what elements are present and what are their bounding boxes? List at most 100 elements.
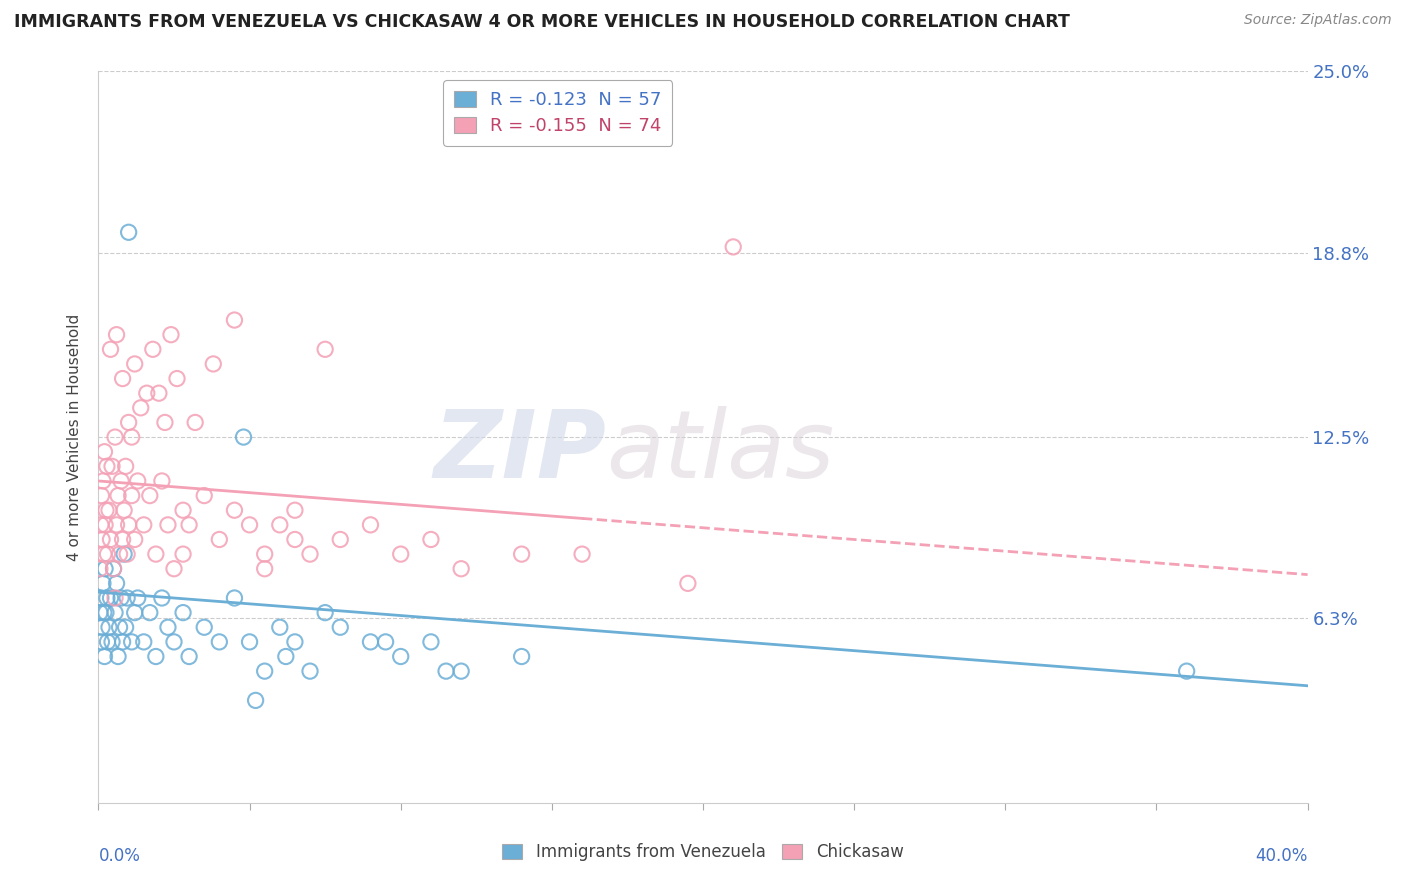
Point: [139, 489, 162, 503]
Point: [118, 416, 141, 430]
Point: [232, 430, 254, 444]
Point: [132, 517, 155, 532]
Point: [571, 547, 593, 561]
Point: [90, 489, 112, 503]
Point: [253, 664, 276, 678]
Point: [101, 459, 124, 474]
Point: [139, 606, 162, 620]
Point: [114, 459, 136, 474]
Point: [314, 606, 336, 620]
Point: [148, 386, 170, 401]
Point: [124, 606, 146, 620]
Point: [100, 533, 122, 547]
Point: [360, 517, 382, 532]
Point: [115, 547, 138, 561]
Point: [420, 635, 443, 649]
Point: [172, 606, 194, 620]
Point: [94, 517, 117, 532]
Point: [98, 620, 121, 634]
Point: [389, 649, 412, 664]
Point: [96, 635, 118, 649]
Text: ZIP: ZIP: [433, 406, 606, 498]
Point: [224, 503, 246, 517]
Point: [676, 576, 699, 591]
Point: [166, 371, 188, 385]
Point: [434, 664, 457, 678]
Point: [127, 591, 149, 605]
Point: [94, 606, 117, 620]
Point: [96, 591, 118, 605]
Point: [108, 620, 131, 634]
Point: [91, 620, 114, 634]
Point: [239, 635, 262, 649]
Point: [93, 649, 115, 664]
Point: [224, 591, 246, 605]
Text: Source: ZipAtlas.com: Source: ZipAtlas.com: [1244, 13, 1392, 28]
Point: [93, 444, 115, 458]
Point: [96, 459, 118, 474]
Point: [132, 635, 155, 649]
Point: [91, 576, 114, 591]
Point: [208, 533, 231, 547]
Point: [153, 416, 176, 430]
Point: [193, 489, 215, 503]
Text: atlas: atlas: [606, 406, 835, 497]
Point: [163, 562, 186, 576]
Point: [193, 620, 215, 634]
Point: [129, 401, 152, 415]
Point: [510, 547, 533, 561]
Point: [269, 620, 291, 634]
Point: [105, 576, 128, 591]
Point: [253, 562, 276, 576]
Point: [121, 430, 143, 444]
Point: [110, 474, 132, 488]
Point: [96, 547, 118, 561]
Legend: Immigrants from Venezuela, Chickasaw: Immigrants from Venezuela, Chickasaw: [496, 837, 910, 868]
Point: [1175, 664, 1198, 678]
Point: [284, 533, 307, 547]
Point: [184, 416, 207, 430]
Point: [274, 649, 297, 664]
Point: [179, 649, 201, 664]
Point: [284, 503, 307, 517]
Point: [114, 620, 136, 634]
Point: [93, 606, 115, 620]
Point: [112, 547, 135, 561]
Point: [118, 225, 141, 239]
Point: [121, 489, 143, 503]
Point: [284, 635, 307, 649]
Point: [124, 357, 146, 371]
Point: [104, 606, 127, 620]
Point: [239, 517, 262, 532]
Point: [208, 635, 231, 649]
Point: [172, 547, 194, 561]
Point: [90, 517, 112, 532]
Point: [179, 517, 201, 532]
Point: [150, 591, 173, 605]
Point: [112, 503, 135, 517]
Point: [510, 649, 533, 664]
Point: [374, 635, 396, 649]
Point: [105, 327, 128, 342]
Point: [104, 430, 127, 444]
Point: [91, 533, 114, 547]
Point: [156, 517, 179, 532]
Point: [172, 503, 194, 517]
Point: [121, 635, 143, 649]
Point: [107, 489, 129, 503]
Point: [723, 240, 745, 254]
Point: [420, 533, 443, 547]
Point: [163, 635, 186, 649]
Point: [450, 562, 472, 576]
Point: [100, 343, 122, 357]
Point: [299, 664, 322, 678]
Text: 40.0%: 40.0%: [1256, 847, 1308, 864]
Point: [103, 562, 125, 576]
Point: [91, 474, 114, 488]
Point: [269, 517, 291, 532]
Point: [145, 547, 167, 561]
Point: [127, 474, 149, 488]
Point: [156, 620, 179, 634]
Point: [107, 649, 129, 664]
Point: [100, 591, 122, 605]
